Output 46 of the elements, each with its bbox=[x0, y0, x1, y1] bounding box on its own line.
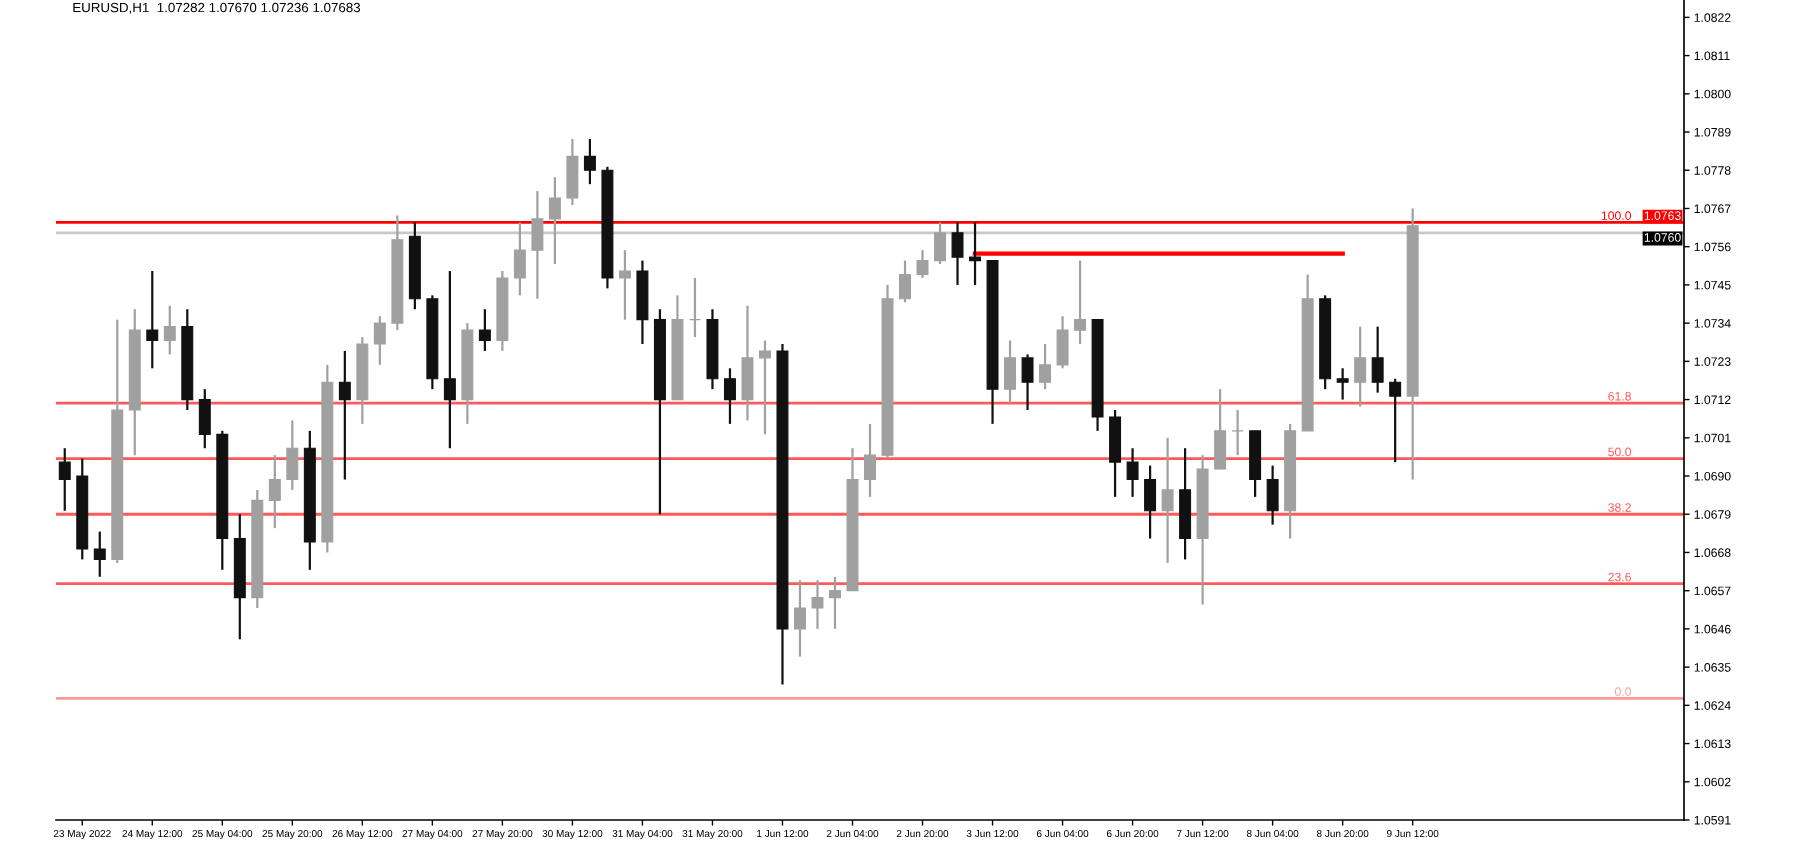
candlestick bbox=[793, 579, 806, 658]
candlestick bbox=[723, 367, 736, 426]
candlestick bbox=[478, 308, 491, 353]
candlestick bbox=[758, 339, 771, 436]
candlestick bbox=[1056, 315, 1069, 370]
candlestick bbox=[811, 579, 824, 631]
candlestick bbox=[1074, 259, 1087, 346]
candlestick bbox=[618, 249, 631, 321]
candlestick bbox=[951, 221, 964, 287]
candlestick bbox=[1004, 339, 1017, 405]
candlestick bbox=[1336, 367, 1349, 401]
candlestick bbox=[1109, 408, 1122, 498]
candlestick bbox=[1021, 353, 1034, 412]
candlestick bbox=[443, 269, 456, 450]
candlestick bbox=[1354, 325, 1367, 408]
candlestick bbox=[1126, 447, 1139, 498]
candlestick bbox=[741, 304, 754, 422]
candlestick bbox=[688, 276, 701, 339]
candlestick bbox=[969, 221, 982, 287]
candlestick bbox=[1161, 436, 1174, 564]
candlestick bbox=[373, 315, 386, 366]
candlestick bbox=[93, 530, 106, 578]
candlestick bbox=[899, 259, 911, 304]
candlestick bbox=[566, 137, 579, 207]
candlestick bbox=[864, 422, 876, 498]
candlestick bbox=[268, 454, 281, 530]
candlestick bbox=[934, 221, 947, 266]
candlestick bbox=[1144, 464, 1157, 540]
candlestick bbox=[1231, 408, 1244, 457]
candlestick bbox=[1389, 377, 1402, 464]
candlestick bbox=[146, 269, 159, 370]
candlestick bbox=[548, 176, 561, 266]
candlestick bbox=[1214, 388, 1227, 471]
candlestick bbox=[583, 137, 596, 186]
candlestick bbox=[531, 189, 544, 300]
candlestick bbox=[163, 304, 176, 356]
candlestick bbox=[916, 249, 929, 280]
candlestick bbox=[1266, 464, 1279, 526]
candlestick bbox=[1371, 325, 1384, 394]
candlestick bbox=[829, 575, 841, 631]
candlestick bbox=[58, 447, 71, 512]
candlestick bbox=[1039, 342, 1052, 391]
candlestick bbox=[286, 419, 299, 492]
candlestick bbox=[338, 349, 351, 481]
candlestick bbox=[513, 221, 526, 297]
candlestick bbox=[198, 388, 211, 450]
